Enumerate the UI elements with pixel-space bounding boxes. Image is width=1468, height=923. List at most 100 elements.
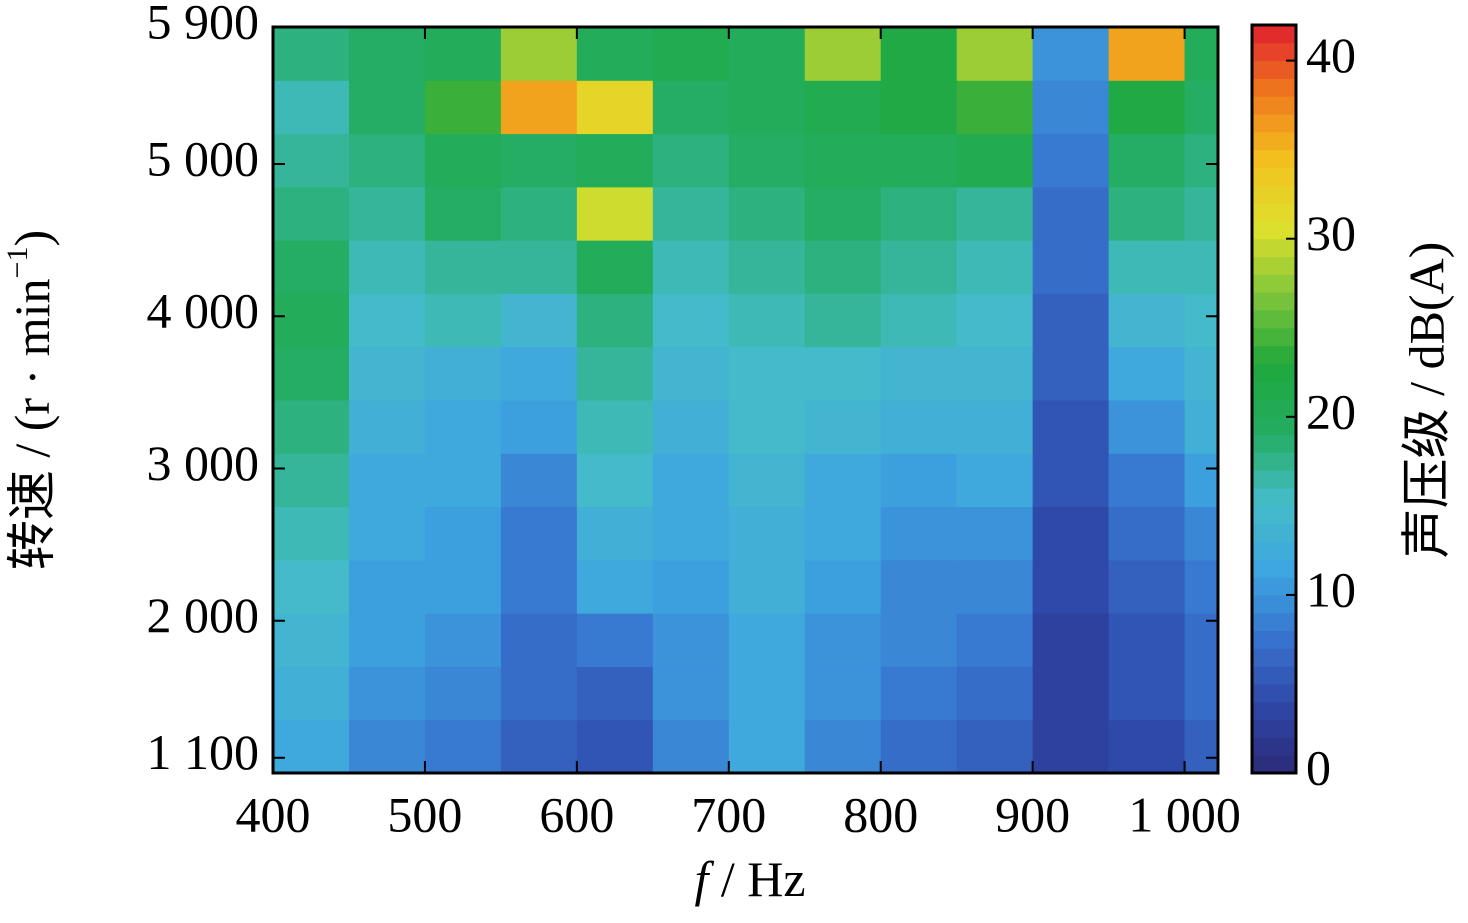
heatmap-cell	[424, 506, 502, 561]
colorbar	[1252, 25, 1296, 774]
heatmap-cell	[1032, 506, 1110, 561]
heatmap-cell	[728, 559, 806, 614]
x-tick-label: 1 000	[1128, 786, 1241, 842]
y-tick-label: 5 000	[147, 130, 260, 186]
x-axis-label: f / Hz	[694, 851, 805, 907]
heatmap-cell	[1184, 613, 1218, 667]
heatmap-cell	[652, 133, 730, 188]
heatmap-cell	[1184, 453, 1218, 508]
heatmap-cell	[804, 613, 882, 667]
heatmap-cell	[500, 133, 578, 188]
heatmap-cell	[576, 453, 654, 508]
colorbar-band	[1252, 292, 1296, 311]
colorbar-band	[1252, 131, 1296, 151]
heatmap-cell	[652, 400, 730, 454]
heatmap-cell	[1032, 80, 1110, 135]
heatmap-cell	[273, 506, 350, 561]
heatmap-cell	[1032, 27, 1110, 81]
heatmap-cell	[804, 346, 882, 401]
heatmap-cell	[956, 666, 1034, 721]
heatmap-cell	[1032, 719, 1110, 773]
heatmap-cell	[880, 559, 958, 614]
colorbar-band	[1252, 220, 1296, 240]
heatmap-cell	[804, 27, 882, 81]
heatmap-cell	[880, 186, 958, 241]
x-tick-label: 400	[236, 786, 311, 842]
heatmap-cell	[804, 666, 882, 721]
heatmap-cell	[576, 719, 654, 773]
heatmap-cell	[273, 666, 350, 721]
heatmap-cell	[273, 559, 350, 614]
heatmap-cell	[273, 453, 350, 508]
colorbar-tick-label: 0	[1306, 739, 1331, 795]
heatmap-cell	[956, 293, 1034, 348]
colorbar-band	[1252, 238, 1296, 258]
heatmap-cell	[1108, 80, 1186, 135]
heatmap-cell	[576, 186, 654, 241]
heatmap-cell	[500, 346, 578, 401]
heatmap-cell	[652, 613, 730, 667]
heatmap-cell	[576, 613, 654, 667]
heatmap-cell	[652, 27, 730, 81]
heatmap-cell	[424, 293, 502, 348]
colorbar-band	[1252, 327, 1296, 347]
heatmap-cell	[652, 346, 730, 401]
heatmap-cell	[348, 293, 426, 348]
heatmap-cell	[500, 613, 578, 667]
colorbar-band	[1252, 185, 1296, 204]
heatmap-cell	[576, 27, 654, 81]
heatmap-cell	[500, 293, 578, 348]
colorbar-label: 声压级 / dB(A)	[1398, 242, 1454, 559]
heatmap-cell	[652, 453, 730, 508]
heatmap-cell	[348, 240, 426, 294]
heatmap-cell	[1032, 186, 1110, 241]
heatmap-cell	[1108, 240, 1186, 294]
heatmap-cell	[273, 719, 350, 773]
heatmap-cell	[728, 453, 806, 508]
heatmap-cell	[1108, 453, 1186, 508]
heatmap-cell	[804, 133, 882, 188]
heatmap-cell	[1184, 719, 1218, 773]
heatmap-cell	[804, 453, 882, 508]
heatmap-cell	[880, 719, 958, 773]
heatmap-cell	[348, 27, 426, 81]
heatmap-cell	[424, 719, 502, 773]
colorbar-frame	[1250, 23, 1298, 775]
colorbar-band	[1252, 541, 1296, 560]
heatmap-cell	[500, 453, 578, 508]
heatmap-cell	[652, 293, 730, 348]
heatmap-cell	[728, 506, 806, 561]
heatmap-cell	[273, 80, 350, 135]
heatmap-cell	[1108, 346, 1186, 401]
heatmap-cell	[956, 719, 1034, 773]
colorbar-band	[1252, 309, 1296, 329]
colorbar-band	[1252, 559, 1296, 578]
heatmap-cell	[1108, 27, 1186, 81]
heatmap-cell	[500, 400, 578, 454]
heatmap-cell	[728, 613, 806, 667]
y-label-end: )	[4, 230, 60, 247]
heatmap-cell	[880, 666, 958, 721]
heatmap-cell	[956, 613, 1034, 667]
colorbar-band	[1252, 452, 1296, 471]
colorbar-band	[1252, 96, 1296, 115]
heatmap-cell	[500, 186, 578, 241]
heatmap-cell	[1184, 27, 1218, 81]
colorbar-band	[1252, 167, 1296, 186]
colorbar-band	[1252, 434, 1296, 453]
heatmap-cell	[424, 559, 502, 614]
colorbar-band	[1252, 114, 1296, 133]
colorbar-band	[1252, 737, 1296, 756]
heatmap-cell	[273, 613, 350, 667]
heatmap-cell	[273, 240, 350, 294]
colorbar-band	[1252, 60, 1296, 79]
heatmap-cell	[576, 346, 654, 401]
heatmap-cell	[1108, 506, 1186, 561]
heatmap-cell	[273, 293, 350, 348]
colorbar-band	[1252, 719, 1296, 738]
heatmap-cell	[1184, 666, 1218, 721]
heatmap-cell	[804, 186, 882, 241]
colorbar-band	[1252, 488, 1296, 507]
colorbar-tick-label: 10	[1306, 561, 1356, 617]
y-tick-label: 5 900	[147, 0, 260, 49]
